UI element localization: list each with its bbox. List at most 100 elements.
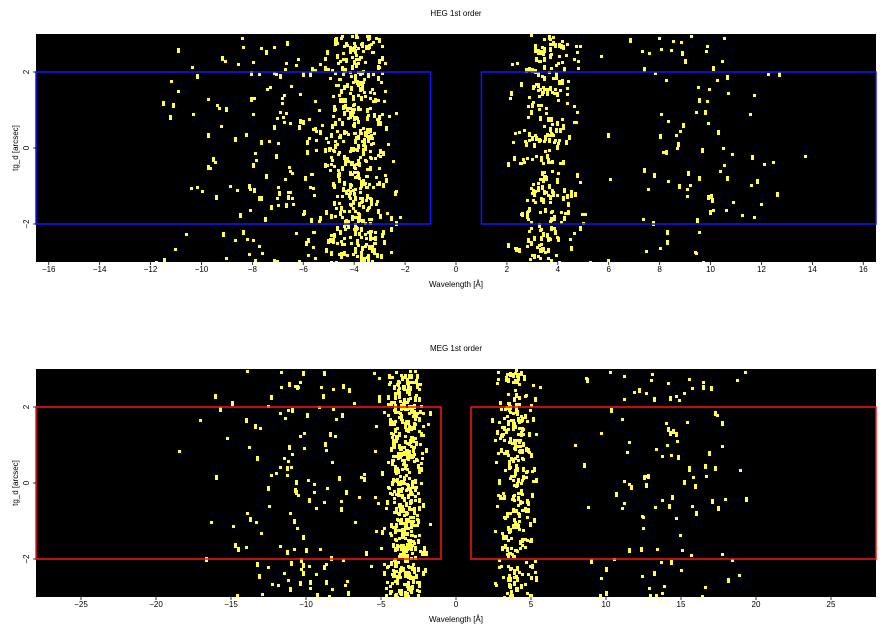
event-point: [336, 226, 339, 231]
event-point: [714, 466, 717, 471]
event-point: [518, 441, 521, 444]
event-point: [527, 218, 530, 221]
x-tick-label: −8: [248, 265, 258, 274]
event-point: [517, 373, 520, 376]
event-point: [411, 436, 414, 441]
event-point: [504, 469, 507, 472]
event-point: [704, 586, 707, 589]
event-point: [364, 61, 367, 64]
event-point: [390, 251, 393, 254]
event-point: [325, 248, 328, 253]
event-point: [503, 439, 506, 442]
event-point: [512, 419, 515, 424]
event-point: [532, 417, 535, 422]
event-point: [386, 581, 389, 584]
event-point: [275, 472, 278, 475]
event-point: [342, 384, 345, 389]
event-point: [496, 382, 499, 385]
event-point: [403, 401, 406, 404]
event-point: [570, 246, 573, 251]
event-point: [653, 571, 656, 576]
event-point: [518, 403, 521, 406]
event-point: [342, 187, 345, 190]
event-point: [367, 207, 370, 210]
event-point: [348, 388, 351, 393]
event-point: [561, 61, 564, 64]
event-point: [293, 548, 296, 551]
event-point: [513, 569, 516, 572]
event-point: [659, 134, 662, 139]
event-points: [155, 34, 807, 262]
event-point: [413, 507, 416, 512]
event-point: [360, 132, 363, 135]
event-point: [356, 149, 359, 152]
event-point: [517, 459, 520, 462]
event-point: [279, 74, 282, 79]
event-point: [537, 52, 540, 55]
event-point: [396, 427, 399, 430]
event-point: [414, 556, 417, 559]
event-point: [418, 469, 421, 474]
event-point: [527, 448, 530, 453]
event-point: [532, 183, 535, 186]
event-point: [505, 379, 508, 382]
event-point: [361, 197, 364, 202]
event-point: [409, 386, 412, 391]
event-point: [362, 50, 365, 53]
event-point: [626, 451, 629, 454]
event-point: [324, 442, 327, 447]
event-point: [499, 437, 502, 440]
event-point: [576, 111, 579, 114]
event-point: [413, 524, 416, 527]
event-point: [677, 455, 680, 460]
event-point: [409, 381, 412, 384]
event-point: [253, 188, 256, 193]
event-point: [236, 594, 239, 597]
event-point: [293, 519, 296, 524]
event-point: [407, 583, 410, 586]
event-point: [672, 429, 675, 434]
event-point: [643, 168, 646, 173]
event-point: [517, 512, 520, 515]
event-point: [245, 418, 248, 423]
event-point: [307, 479, 310, 482]
event-point: [533, 467, 536, 472]
event-point: [517, 524, 520, 529]
event-point: [406, 554, 409, 559]
event-point: [498, 421, 501, 424]
event-point: [352, 98, 355, 101]
event-point: [255, 521, 258, 524]
event-point: [522, 158, 525, 161]
event-point: [539, 60, 542, 63]
event-point: [400, 591, 403, 596]
event-point: [341, 166, 344, 171]
event-point: [654, 72, 657, 75]
event-point: [560, 221, 563, 224]
event-point: [334, 121, 337, 126]
event-point: [607, 259, 610, 262]
event-point: [497, 371, 500, 374]
event-point: [686, 188, 689, 191]
event-point: [344, 161, 347, 166]
event-point: [398, 529, 401, 532]
event-point: [375, 203, 378, 206]
event-point: [666, 444, 669, 447]
event-point: [295, 480, 298, 485]
event-point: [381, 72, 384, 75]
event-point: [623, 398, 626, 401]
event-point: [417, 464, 420, 467]
event-point: [683, 480, 686, 485]
event-point: [400, 589, 403, 592]
event-point: [413, 422, 416, 425]
event-point: [528, 96, 531, 99]
event-point: [367, 73, 370, 78]
event-point: [744, 371, 747, 374]
event-point: [509, 439, 512, 442]
event-point: [421, 457, 424, 460]
event-point: [410, 445, 413, 448]
event-point: [239, 215, 242, 218]
event-point: [390, 432, 393, 435]
event-point: [550, 132, 553, 137]
event-point: [547, 257, 550, 260]
event-point: [537, 89, 540, 92]
